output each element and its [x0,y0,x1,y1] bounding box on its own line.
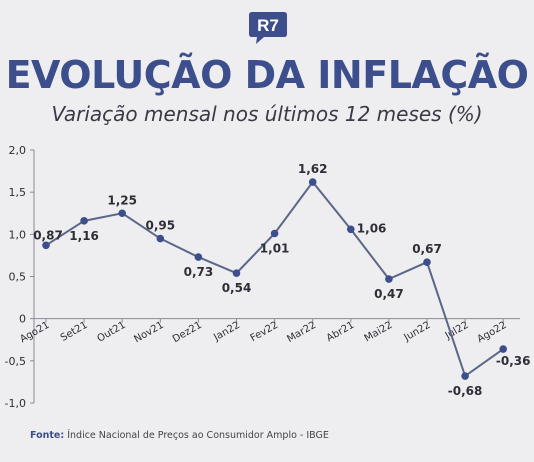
data-label: 1,25 [107,193,137,207]
data-label: 0,95 [145,219,175,233]
data-point [42,241,50,250]
data-point [156,234,165,243]
x-tick-label: Set21 [59,320,90,344]
x-tick-label: Fev22 [249,320,280,345]
chart-title: EVOLUÇÃO DA INFLAÇÃO [5,53,529,97]
y-tick-label: 1,5 [9,186,27,199]
y-tick-label: -1,0 [5,397,26,410]
data-label: 0,67 [412,242,442,256]
data-label: 1,01 [260,241,290,255]
data-label: 0,73 [184,265,214,279]
x-tick-label: Out21 [95,320,127,345]
x-tick-label: Jan22 [211,320,242,344]
x-tick-label: Jun22 [402,320,433,344]
series-line [45,180,504,378]
data-point [118,209,126,218]
data-point [461,372,469,380]
data-point [80,217,88,225]
data-label: -0,36 [496,354,531,368]
y-tick-label: 1,0 [9,228,27,241]
source-note: Fonte: Índice Nacional de Preços ao Cons… [30,430,329,441]
data-label: 1,62 [298,162,328,176]
data-label: 1,16 [69,229,99,243]
x-tick-label: Mar22 [285,320,318,345]
data-label: 1,06 [357,221,387,235]
data-point [194,253,203,261]
data-point [270,229,279,238]
source-label: Fonte: [30,430,65,441]
x-tick-label: Dez21 [171,320,204,345]
data-point [423,258,431,266]
data-label: 0,87 [33,228,63,242]
data-point [347,225,355,234]
data-point [232,269,241,277]
y-tick-label: 2,0 [9,144,27,157]
y-tick-label: -0,5 [5,355,26,368]
y-tick-label: 0 [19,313,26,326]
data-label: -0,68 [448,384,483,398]
x-tick-label: Nov21 [132,320,165,346]
x-tick-label: Abr21 [325,320,357,345]
data-point [385,275,393,283]
data-label: 0,54 [222,281,252,295]
x-tick-label: Mai22 [363,320,395,345]
data-label: 0,47 [374,287,404,301]
logo-text: R7 [257,16,279,35]
x-tick-label: Ago22 [475,320,508,346]
data-point [308,178,317,186]
data-point [499,345,508,353]
source-text: Índice Nacional de Preços ao Consumidor … [67,430,329,441]
r7-logo: R7 [249,12,287,44]
chart-subtitle: Variação mensal nos últimos 12 meses (%) [51,102,483,126]
y-tick-label: 0,5 [9,271,27,284]
